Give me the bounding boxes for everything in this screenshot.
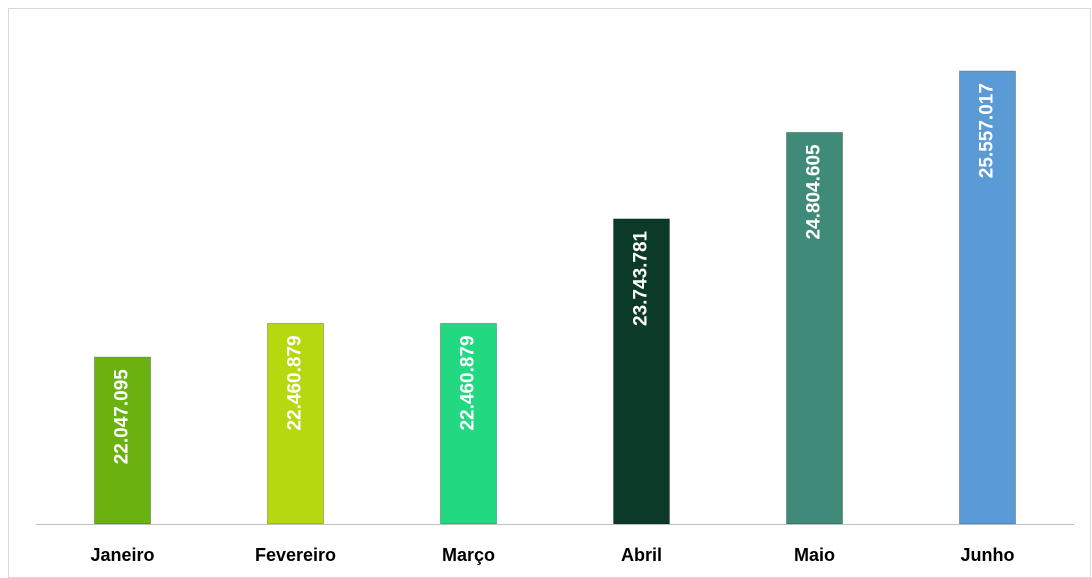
value-label: 22.460.879: [458, 335, 479, 430]
bar: [786, 131, 843, 525]
x-tick-label: Fevereiro: [255, 545, 336, 565]
x-tick-label: Maio: [794, 545, 835, 565]
bar: [267, 322, 324, 525]
value-label: 25.557.017: [977, 83, 998, 178]
x-tick-label: Junho: [961, 545, 1015, 565]
value-label: 23.743.781: [631, 230, 652, 326]
value-label: 22.047.095: [112, 369, 133, 465]
x-tick-label: Março: [442, 545, 495, 565]
value-label: 24.804.605: [804, 144, 825, 240]
bar: [613, 218, 670, 525]
x-tick-label: Janeiro: [90, 545, 154, 565]
value-label: 22.460.879: [285, 335, 306, 430]
bar: [959, 70, 1016, 525]
chart-border: [8, 8, 1091, 578]
x-tick-label: Abril: [621, 545, 662, 565]
bar: [94, 356, 151, 525]
bar: [440, 322, 497, 525]
